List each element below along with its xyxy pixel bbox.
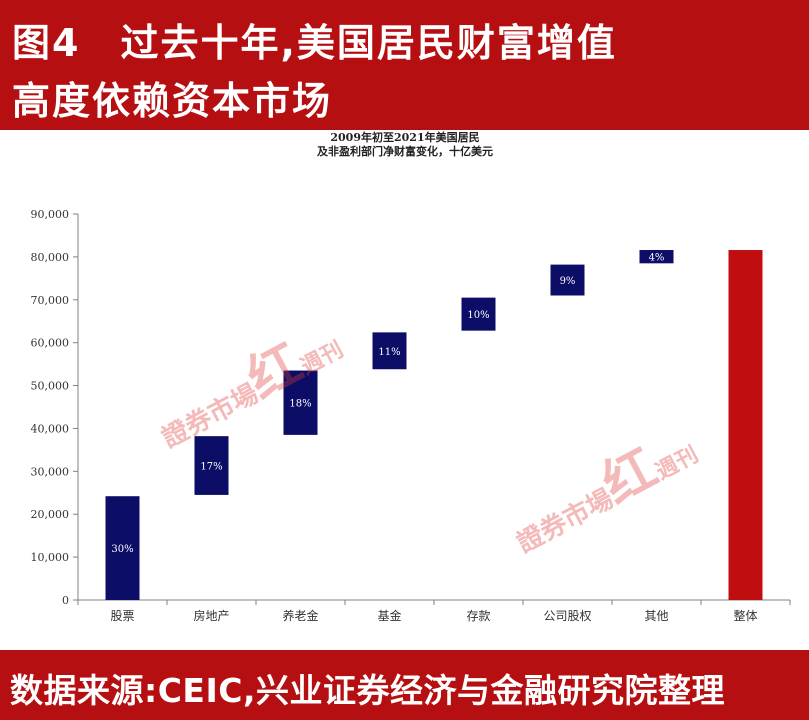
x-tick-label: 股票 — [110, 609, 134, 623]
x-tick-label: 房地产 — [193, 608, 229, 623]
y-tick-label: 0 — [62, 594, 69, 607]
footer-banner: 数据来源:CEIC,兴业证券经济与金融研究院整理 — [0, 650, 809, 720]
y-tick-label: 20,000 — [31, 508, 70, 521]
x-tick-label: 存款 — [466, 609, 490, 623]
bar-data-label: 17% — [200, 462, 222, 473]
bar-data-label: 9% — [560, 276, 576, 287]
bar-1 — [105, 496, 140, 600]
y-tick-label: 40,000 — [31, 422, 70, 435]
bar-data-label: 10% — [467, 310, 489, 321]
y-tick-label: 10,000 — [31, 551, 70, 564]
y-tick-label: 30,000 — [31, 465, 70, 478]
figure-title-line-1: 图4 过去十年,美国居民财富增值 — [12, 21, 617, 65]
y-tick-label: 60,000 — [31, 337, 70, 350]
x-tick-label: 公司股权 — [543, 609, 591, 623]
bar-4 — [372, 332, 407, 370]
bar-6 — [550, 264, 585, 296]
x-tick-label: 整体 — [733, 608, 757, 623]
y-tick-label: 50,000 — [31, 380, 70, 393]
bar-3 — [283, 370, 318, 435]
bar-data-label: 30% — [111, 544, 133, 555]
bar-5 — [461, 297, 496, 331]
y-tick-label: 70,000 — [31, 294, 70, 307]
y-tick-label: 90,000 — [31, 208, 70, 221]
bar-7 — [639, 250, 674, 264]
x-tick-label: 基金 — [377, 608, 401, 623]
x-tick-label: 其他 — [644, 609, 668, 623]
chart-title-line-1: 2009年初至2021年美国居民 — [330, 130, 479, 144]
figure-title-line-2: 高度依赖资本市场 — [12, 79, 333, 123]
header-banner: 图4 过去十年,美国居民财富增值 高度依赖资本市场 — [0, 0, 809, 130]
total-bar — [728, 250, 763, 600]
bar-data-label: 11% — [378, 347, 400, 358]
bar-2 — [194, 436, 229, 495]
bar-data-label: 18% — [289, 399, 311, 410]
bar-data-label: 4% — [649, 253, 665, 264]
data-source-note: 数据来源:CEIC,兴业证券经济与金融研究院整理 — [10, 671, 725, 710]
x-tick-label: 养老金 — [282, 608, 318, 623]
y-tick-label: 80,000 — [31, 251, 70, 264]
chart-title-line-2: 及非盈利部门净财富变化，十亿美元 — [317, 144, 493, 158]
